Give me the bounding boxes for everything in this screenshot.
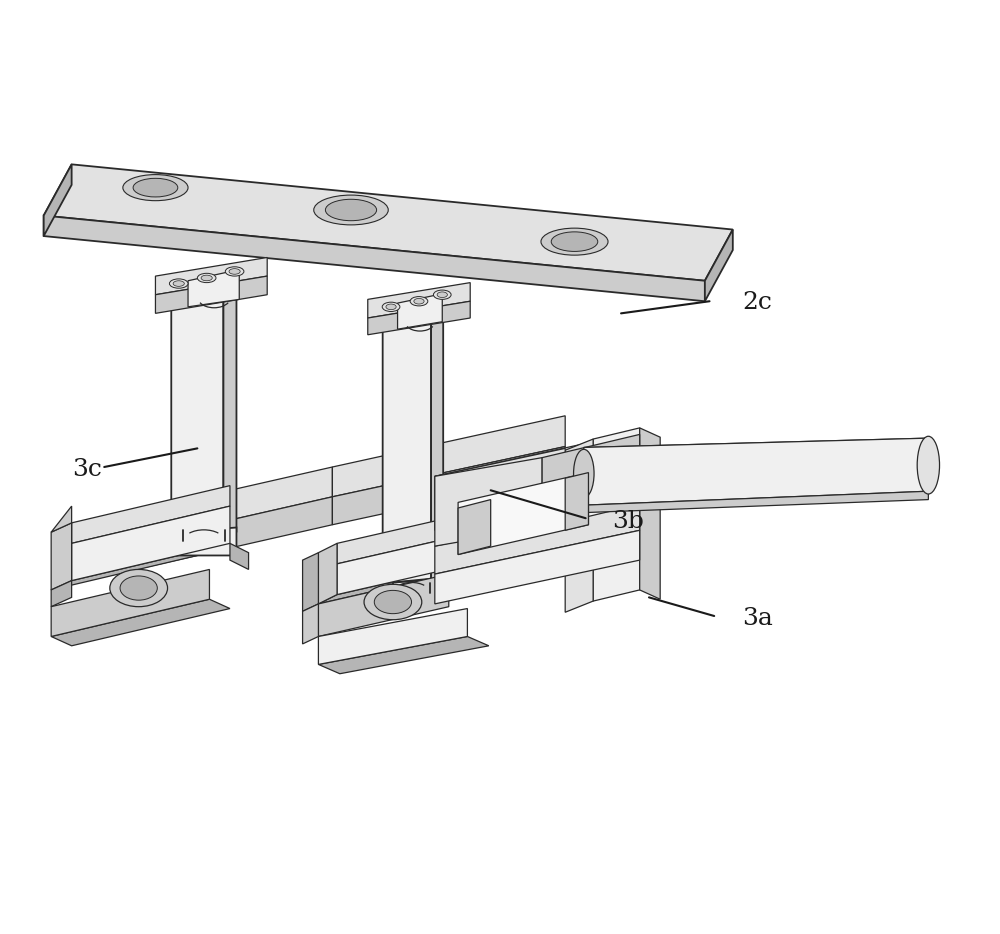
Text: 2c: 2c	[742, 290, 772, 314]
Ellipse shape	[120, 576, 157, 601]
Polygon shape	[188, 270, 239, 307]
Polygon shape	[230, 544, 249, 570]
Ellipse shape	[414, 299, 424, 304]
Polygon shape	[368, 302, 470, 334]
Polygon shape	[72, 506, 230, 581]
Polygon shape	[155, 276, 267, 313]
Ellipse shape	[388, 302, 437, 314]
Ellipse shape	[225, 267, 244, 276]
Polygon shape	[458, 500, 491, 555]
Polygon shape	[435, 531, 640, 604]
Polygon shape	[337, 514, 467, 564]
Ellipse shape	[201, 276, 212, 281]
Polygon shape	[44, 216, 705, 302]
Polygon shape	[171, 283, 223, 532]
Ellipse shape	[437, 292, 447, 298]
Polygon shape	[51, 570, 209, 636]
Polygon shape	[337, 534, 467, 595]
Ellipse shape	[386, 304, 396, 310]
Polygon shape	[171, 528, 236, 556]
Ellipse shape	[541, 228, 608, 255]
Polygon shape	[435, 502, 640, 574]
Text: 3b: 3b	[612, 510, 644, 532]
Polygon shape	[332, 416, 565, 497]
Polygon shape	[398, 294, 442, 329]
Polygon shape	[318, 565, 467, 604]
Polygon shape	[51, 544, 230, 590]
Ellipse shape	[229, 269, 240, 275]
Polygon shape	[435, 462, 565, 504]
Polygon shape	[565, 439, 593, 613]
Polygon shape	[318, 609, 467, 664]
Polygon shape	[51, 581, 72, 607]
Polygon shape	[593, 428, 640, 601]
Ellipse shape	[917, 436, 940, 494]
Polygon shape	[565, 473, 588, 531]
Text: 3c: 3c	[72, 459, 102, 481]
Ellipse shape	[169, 279, 188, 289]
Polygon shape	[435, 448, 565, 490]
Polygon shape	[95, 497, 332, 579]
Ellipse shape	[110, 570, 168, 607]
Polygon shape	[435, 458, 640, 531]
Polygon shape	[51, 600, 230, 645]
Ellipse shape	[551, 232, 598, 251]
Polygon shape	[435, 432, 640, 502]
Polygon shape	[318, 574, 449, 636]
Polygon shape	[640, 428, 660, 600]
Polygon shape	[44, 164, 733, 281]
Ellipse shape	[173, 281, 184, 287]
Ellipse shape	[364, 585, 422, 620]
Polygon shape	[705, 230, 733, 302]
Ellipse shape	[175, 279, 233, 294]
Polygon shape	[318, 636, 489, 673]
Polygon shape	[383, 579, 443, 604]
Text: 3a: 3a	[742, 607, 773, 630]
Polygon shape	[303, 604, 318, 644]
Ellipse shape	[574, 449, 594, 498]
Ellipse shape	[382, 303, 400, 311]
Polygon shape	[435, 458, 542, 546]
Polygon shape	[584, 491, 928, 513]
Ellipse shape	[197, 274, 216, 283]
Polygon shape	[542, 434, 640, 490]
Polygon shape	[332, 446, 565, 525]
Ellipse shape	[314, 195, 388, 225]
Polygon shape	[542, 467, 640, 528]
Polygon shape	[458, 473, 588, 555]
Ellipse shape	[374, 590, 412, 614]
Ellipse shape	[123, 175, 188, 201]
Ellipse shape	[410, 297, 428, 306]
Ellipse shape	[433, 290, 451, 300]
Polygon shape	[155, 258, 267, 295]
Ellipse shape	[325, 199, 377, 220]
Polygon shape	[584, 438, 928, 459]
Polygon shape	[584, 438, 928, 505]
Polygon shape	[51, 506, 72, 532]
Polygon shape	[44, 164, 72, 236]
Polygon shape	[318, 544, 337, 604]
Polygon shape	[368, 283, 470, 318]
Polygon shape	[51, 523, 72, 590]
Ellipse shape	[133, 178, 178, 197]
Polygon shape	[431, 304, 443, 583]
Polygon shape	[72, 486, 230, 544]
Polygon shape	[383, 304, 431, 584]
Polygon shape	[95, 467, 332, 551]
Polygon shape	[223, 283, 236, 531]
Polygon shape	[303, 553, 318, 612]
